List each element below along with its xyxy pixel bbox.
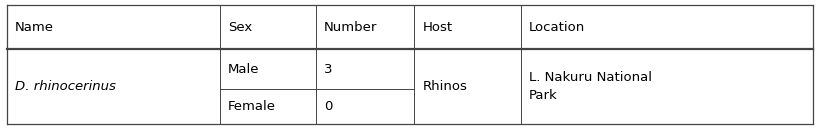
Text: Host: Host (422, 21, 452, 34)
Text: Female: Female (228, 100, 276, 113)
Text: D. rhinocerinus: D. rhinocerinus (15, 80, 115, 93)
Text: 3: 3 (324, 63, 332, 76)
Text: Location: Location (528, 21, 585, 34)
Text: L. Nakuru National
Park: L. Nakuru National Park (528, 71, 651, 102)
Text: Name: Name (15, 21, 54, 34)
Text: Sex: Sex (228, 21, 252, 34)
Text: Rhinos: Rhinos (422, 80, 467, 93)
Text: 0: 0 (324, 100, 332, 113)
Text: Male: Male (228, 63, 259, 76)
Text: Number: Number (324, 21, 377, 34)
